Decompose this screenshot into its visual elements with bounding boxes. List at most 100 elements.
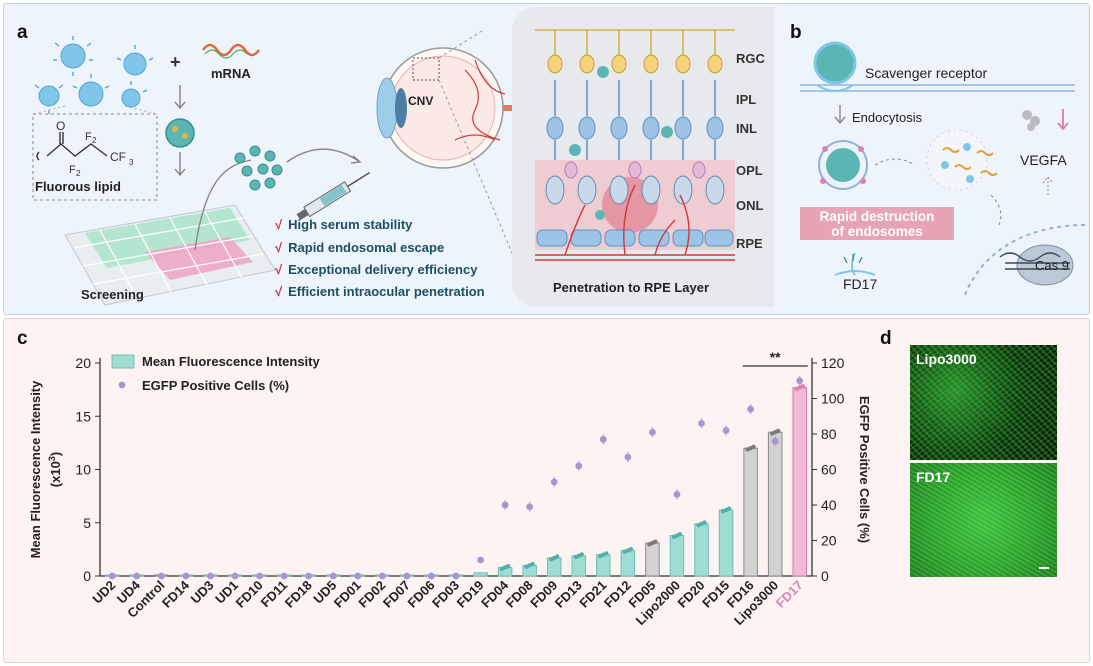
replicate-dot [555,554,560,559]
egfp-point [428,572,435,580]
egfp-point [133,572,141,580]
replicate-dot [530,561,535,567]
y2-axis-title: EGFP Positive Cells (%) [857,396,872,543]
egfp-point [403,572,411,580]
rapid-destruction-box: Rapid destruction of endosomes [800,207,954,240]
egfp-point [256,572,263,580]
photoreceptor-cells-icon [545,175,725,205]
replicate-dot [628,546,634,552]
egfp-point [477,556,484,564]
category-label: FD06 [404,578,437,611]
y2-tick-label: 60 [821,462,837,478]
microscopy-fd17: FD17 [910,463,1057,577]
bar [473,572,488,577]
mrna-label: mRNA [211,66,251,81]
screening-plate-icon [64,204,276,306]
layer-label-opl: OPL [736,163,763,178]
fd17-lnp-icon [851,252,856,276]
svg-text:O: O [56,119,65,133]
layer-label-rpe: RPE [736,236,763,251]
panel-b-label: b [790,22,802,43]
particle-cluster-icon [234,145,283,191]
layer-label-rgc: RGC [736,51,765,66]
egfp-point [108,572,116,580]
replicate-dot [505,564,511,569]
microscopy-label: FD17 [916,469,951,485]
y2-tick-label: 120 [821,355,845,371]
y-axis-unit: (x103) [47,452,63,487]
y-axis-title: Mean Fluorescence Intensity [28,380,43,558]
egfp-point [452,572,460,580]
category-label: FD20 [675,578,708,611]
category-label: FD18 [282,578,315,611]
y2-tick-label: 40 [821,497,837,513]
feature-item: √ High serum stability [275,217,413,232]
y-tick-label: 15 [75,408,91,424]
category-label: UD3 [188,578,217,607]
panel-c-label: c [17,328,28,349]
cas9-label: Cas 9 [1035,258,1069,273]
egfp-point [157,572,165,580]
svg-text:F: F [85,131,92,143]
category-label: FD04 [478,577,512,611]
legend-dot-swatch [118,381,126,389]
bar [669,535,685,577]
bar [694,523,709,577]
scavenger-receptor-icon [816,84,854,92]
scale-bar [1039,567,1049,569]
egfp-point [182,572,190,580]
microscopy-label: Lipo3000 [916,351,977,367]
lipid-nanoparticles-icon [38,43,147,108]
replicate-dot [800,384,805,389]
nanoparticle-icon [813,41,857,85]
egfp-point [231,572,239,580]
category-label: FD03 [429,578,462,611]
replicate-dot [775,428,781,434]
egfp-point [329,572,337,580]
category-label: FD07 [380,578,413,611]
retina-caption: Penetration to RPE Layer [553,280,710,295]
layer-label-inl: INL [736,121,757,136]
bar [792,386,807,577]
feature-item: √ Exceptional delivery efficiency [275,262,478,277]
endocytosis-label: Endocytosis [852,110,923,125]
y2-tick-label: 80 [821,426,837,442]
category-label: FD11 [258,578,291,611]
vegfa-protein-icon [1022,110,1040,131]
legend-bar-label: Mean Fluorescence Intensity [142,354,320,369]
panel-a-label: a [17,22,28,43]
category-label: FD09 [527,578,560,611]
category-label: FD14 [159,577,193,611]
category-label: FD08 [503,578,536,611]
bar [767,431,783,577]
blood-vessels-icon [535,184,735,261]
bar [718,509,734,577]
category-label: FD19 [454,578,487,611]
category-label: UD2 [89,578,118,607]
svg-text:2: 2 [76,169,81,178]
cnv-label: CNV [408,94,433,108]
category-label: FD17 [773,578,806,611]
feature-item: √ Rapid endosomal escape [275,240,445,255]
fluorous-lipid-label: Fluorous lipid [35,179,121,194]
mrna-strand-icon [201,43,261,57]
y-tick-label: 10 [75,462,91,478]
panel-b-illustration [800,41,1085,296]
y2-tick-label: 20 [821,533,837,549]
replicate-dot [751,444,756,450]
screening-label: Screening [81,287,144,302]
egfp-point [305,572,313,580]
plus-sign: + [170,52,181,72]
svg-text:2: 2 [92,136,97,145]
category-label: FD02 [355,578,388,611]
panel-c-d-frame [3,318,1090,663]
scavenger-receptor-label: Scavenger receptor [865,65,988,81]
replicate-dot [579,552,584,557]
egfp-point [354,572,362,580]
bar [571,555,587,577]
fluorous-lipid-structure-icon [36,132,108,161]
inner-nuclear-cells-icon [546,116,724,140]
replicate-dot [604,551,609,556]
y-tick-label: 5 [83,515,91,531]
category-label: FD13 [552,578,585,611]
